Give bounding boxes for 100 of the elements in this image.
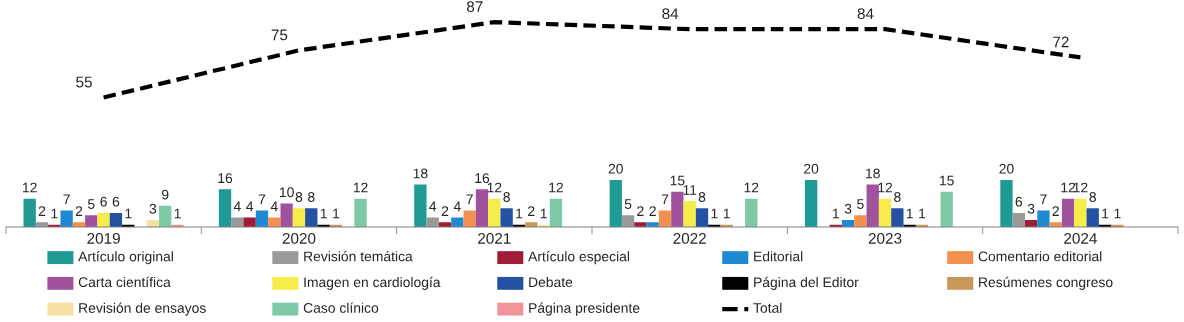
bar (475, 189, 489, 228)
data-label: 2 (637, 206, 644, 216)
legend-label: Total (753, 302, 782, 313)
data-label: 4 (246, 201, 254, 212)
data-label: 72 (1053, 36, 1069, 48)
data-label: 8 (308, 192, 315, 202)
bar (878, 198, 892, 228)
data-label: 11 (683, 185, 697, 195)
bar (414, 184, 427, 228)
x-tick-label: 2019 (87, 232, 120, 244)
data-label: 4 (233, 201, 241, 212)
data-label: 3 (1027, 203, 1035, 214)
bar (1086, 208, 1099, 228)
data-label: 12 (487, 182, 502, 193)
legend-label: Caso clínico (303, 302, 379, 313)
data-label: 12 (1073, 182, 1088, 193)
bar (609, 179, 622, 228)
x-tick-label: 2023 (868, 232, 902, 244)
data-label: 6 (112, 196, 120, 207)
x-tick-label: 2022 (673, 232, 706, 244)
data-label: 8 (295, 192, 303, 202)
data-label: 10 (279, 187, 294, 198)
bar (804, 179, 818, 228)
data-label: 16 (218, 173, 233, 184)
data-label: 1 (540, 208, 547, 219)
legend-label: Comentario editorial (978, 251, 1102, 262)
bar (85, 215, 98, 228)
data-label: 20 (608, 163, 623, 174)
legend-label: Editorial (754, 251, 803, 262)
data-label: 5 (624, 199, 632, 209)
bar (280, 203, 293, 228)
data-label: 12 (1061, 182, 1076, 193)
data-label: 75 (271, 29, 288, 41)
data-label: 5 (87, 199, 95, 209)
legend-label: Página presidente (529, 302, 640, 316)
data-label: 1 (832, 208, 839, 219)
data-label: 4 (453, 201, 461, 212)
legend-label: Página del Editor (754, 276, 859, 290)
data-label: 6 (1015, 196, 1023, 207)
data-label: 3 (149, 203, 157, 214)
data-label: 1 (333, 208, 340, 219)
bar (305, 208, 318, 228)
data-label: 15 (670, 175, 685, 186)
bar (488, 198, 501, 228)
data-label: 4 (270, 201, 278, 212)
bar (745, 198, 758, 228)
data-label: 1 (1102, 208, 1109, 219)
legend-label: Carta científica (78, 276, 171, 288)
data-label: 8 (698, 192, 706, 202)
data-label: 7 (1040, 194, 1047, 205)
data-label: 2 (649, 206, 656, 216)
data-label: 7 (258, 194, 266, 205)
data-label: 7 (661, 194, 669, 205)
bar (634, 222, 647, 228)
data-label: 18 (413, 168, 428, 179)
bar (1037, 210, 1050, 228)
data-label: 4 (429, 201, 437, 212)
data-label: 87 (466, 1, 483, 13)
data-label: 7 (466, 194, 473, 205)
data-label: 9 (162, 189, 169, 200)
legend-label: Revisión de ensayos (79, 302, 206, 316)
bar (1074, 198, 1087, 228)
data-label: 55 (76, 76, 92, 88)
data-label: 1 (320, 208, 327, 219)
data-label: 1 (125, 208, 132, 219)
bar (292, 208, 306, 228)
bar (451, 217, 464, 228)
data-label: 2 (441, 206, 449, 216)
bar (60, 210, 73, 228)
data-label: 5 (857, 199, 864, 209)
data-label: 1 (723, 208, 730, 219)
data-label: 1 (516, 208, 523, 219)
legend-label: Resúmenes congreso (979, 276, 1113, 290)
x-tick-label: 2021 (478, 232, 511, 244)
data-label: 8 (503, 192, 510, 202)
bar (218, 189, 232, 228)
legend-label: Imagen en cardiología (304, 276, 441, 290)
data-label: 1 (174, 208, 181, 219)
data-label: 1 (711, 208, 718, 219)
data-label: 6 (100, 196, 107, 207)
legend-label: Revisión temática (304, 250, 413, 262)
data-label: 8 (894, 192, 901, 202)
bar (854, 215, 867, 228)
bar (1061, 198, 1075, 228)
bar (549, 198, 563, 228)
x-tick-label: 2020 (282, 232, 316, 244)
x-tick-label: 2024 (1064, 232, 1097, 244)
data-label: 7 (63, 194, 70, 205)
data-label: 20 (999, 163, 1014, 174)
bar (159, 205, 172, 228)
bar (500, 208, 513, 228)
bar (354, 198, 367, 228)
bar (1000, 179, 1013, 228)
data-label: 12 (353, 182, 368, 193)
data-label: 18 (866, 168, 880, 179)
data-label: 2 (75, 206, 83, 216)
bar (940, 191, 953, 228)
data-label: 1 (906, 208, 913, 219)
bar (671, 191, 684, 228)
data-label: 2 (528, 206, 535, 216)
